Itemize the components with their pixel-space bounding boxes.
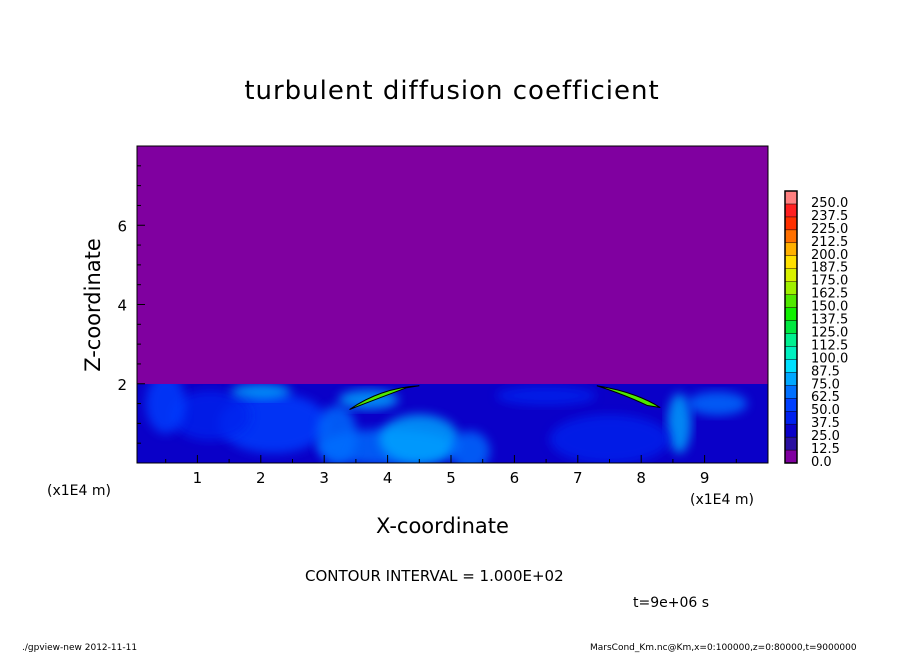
- x-tick-label: 1: [193, 469, 203, 487]
- chart-title: turbulent diffusion coefficient: [244, 76, 660, 106]
- field-blob: [450, 431, 491, 463]
- footer-right: MarsCond_Km.nc@Km,x=0:100000,z=0:80000,t…: [590, 643, 857, 653]
- y-tick-label: 2: [117, 376, 127, 394]
- axes: 1 2 3 4 5 6 7 8 9 2 4 6: [117, 145, 769, 487]
- colorbar-swatch: [784, 281, 798, 295]
- footer-left: ./gpview-new 2012-11-11: [22, 643, 138, 653]
- x-tick-label: 8: [636, 469, 646, 487]
- y-tick-label: 6: [117, 217, 127, 235]
- colorbar-label: 62.5: [811, 390, 840, 405]
- colorbar-swatch: [784, 372, 798, 386]
- colorbar-label: 225.0: [811, 222, 848, 237]
- colorbar-label: 37.5: [811, 416, 840, 431]
- colorbar-label: 75.0: [811, 377, 840, 392]
- colorbar-label: 250.0: [811, 196, 848, 211]
- colorbar-label: 187.5: [811, 261, 848, 276]
- x-tick-label: 9: [700, 469, 710, 487]
- x-tick-label: 5: [446, 469, 456, 487]
- x-tick-label: 7: [573, 469, 583, 487]
- field-blob: [230, 384, 291, 400]
- x-axis-label: X-coordinate: [376, 514, 509, 538]
- x-tick-label: 3: [319, 469, 329, 487]
- colorbar-label: 112.5: [811, 338, 848, 353]
- colorbar-swatch: [784, 268, 798, 282]
- colorbar-swatch: [784, 307, 798, 321]
- field-high-band: [596, 385, 661, 409]
- field-blob: [667, 393, 692, 454]
- colorbar-label: 125.0: [811, 325, 848, 340]
- colorbar-swatch: [784, 410, 798, 425]
- colorbar-label: 25.0: [811, 429, 840, 444]
- colorbar-swatch: [784, 385, 798, 399]
- x-unit-label-right: (x1E4 m): [690, 492, 754, 508]
- colorbar-swatch: [784, 359, 798, 373]
- field-blob: [496, 385, 597, 406]
- time-label: t=9e+06 s: [633, 595, 710, 611]
- colorbar-swatch: [784, 229, 798, 244]
- field-blob: [316, 405, 357, 463]
- colorbar-swatch: [784, 423, 798, 438]
- field-blob: [549, 414, 670, 463]
- colorbar-swatch: [784, 449, 798, 464]
- colorbar-frame: [784, 190, 798, 464]
- y-tick-label: 4: [117, 297, 127, 315]
- colorbar-label: 200.0: [811, 248, 848, 263]
- x-unit-label-left: (x1E4 m): [47, 483, 111, 499]
- colorbar-swatch: [784, 190, 798, 205]
- colorbar-label: 87.5: [811, 364, 840, 379]
- heatmap-field: [137, 146, 768, 463]
- x-tick-label: 6: [510, 469, 520, 487]
- colorbar-swatch: [784, 346, 798, 360]
- field-blob: [170, 390, 251, 441]
- field-blob: [379, 414, 460, 463]
- colorbar-label: 237.5: [811, 209, 848, 224]
- colorbar-label: 175.0: [811, 274, 848, 289]
- colorbar-swatch: [784, 436, 798, 451]
- colorbar-label: 0.0: [811, 455, 832, 470]
- colorbar: 0.012.525.037.550.062.575.087.5100.0112.…: [784, 190, 848, 470]
- boundary-layer: [137, 384, 768, 463]
- colorbar-swatch: [784, 320, 798, 334]
- field-blob: [687, 391, 748, 416]
- colorbar-swatch: [784, 203, 798, 218]
- y-axis-label: Z-coordinate: [81, 238, 105, 372]
- colorbar-label: 137.5: [811, 313, 848, 328]
- colorbar-swatch: [784, 216, 798, 231]
- colorbar-swatch: [784, 398, 798, 412]
- colorbar-label: 150.0: [811, 300, 848, 315]
- colorbar-swatch: [784, 255, 798, 269]
- colorbar-swatch: [784, 333, 798, 347]
- field-blob: [145, 384, 186, 434]
- colorbar-label: 162.5: [811, 287, 848, 302]
- field-high-band: [349, 385, 420, 410]
- colorbar-label: 50.0: [811, 403, 840, 418]
- colorbar-label: 12.5: [811, 442, 840, 457]
- contour-interval: CONTOUR INTERVAL = 1.000E+02: [305, 567, 564, 585]
- colorbar-label: 212.5: [811, 235, 848, 250]
- x-tick-label: 2: [256, 469, 266, 487]
- colorbar-label: 100.0: [811, 351, 848, 366]
- colorbar-swatch: [784, 242, 798, 256]
- colorbar-swatch: [784, 294, 798, 308]
- x-tick-label: 4: [383, 469, 393, 487]
